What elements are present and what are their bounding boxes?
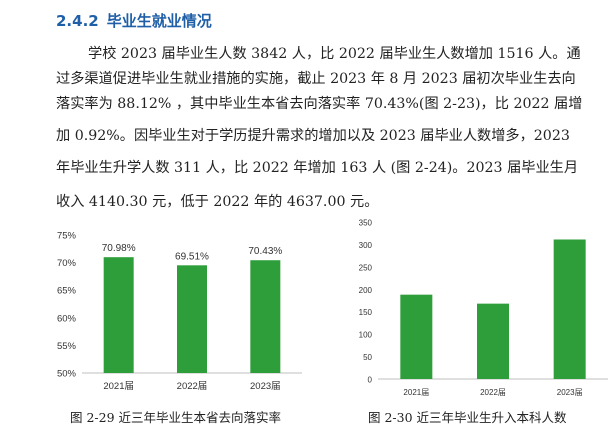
paragraph-line: 年毕业生升学人数 311 人，比 2022 年增加 163 人 (图 2-24)… [56,160,579,176]
y-tick-label: 100 [359,331,373,340]
x-tick-label: 2022届 [480,388,506,397]
y-tick-label: 50 [363,353,372,362]
y-tick-label: 200 [359,286,373,295]
figure-caption-2-30: 图 2-30 近三年毕业生升入本科人数 [368,410,567,425]
data-label: 70.98% [102,243,136,254]
paragraph-line: 加 0.92%。因毕业生对于学历提升需求的增加以及 2023 届毕业人数增多，2… [56,128,570,144]
y-tick-label: 150 [359,308,373,317]
y-tick-label: 65% [57,286,77,297]
x-tick-label: 2021届 [103,381,134,392]
figure-caption-2-29: 图 2-29 近三年毕业生本省去向落实率 [70,410,282,425]
paragraph-line: 收入 4140.30 元，低于 2022 年的 4637.00 元。 [56,194,379,210]
bar [400,294,433,379]
bar [477,303,509,379]
x-tick-label: 2023届 [557,388,583,397]
bar-chart-svg: 50% 55% 60% 65% 70% 75% 2021届 70.98% 2022届 69.51%… [57,231,302,392]
x-tick-label: 2022届 [177,381,208,392]
data-label: 70.43% [248,246,282,257]
bar [553,239,586,379]
y-tick-label: 75% [57,231,77,242]
bar [177,265,207,373]
section-title: 毕业生就业情况 [106,12,212,30]
x-tick-label: 2023届 [250,381,281,392]
paragraph-line: 落实率为 88.12% ，其中毕业生本省去向落实率 70.43%(图 2-23)… [56,96,583,112]
y-tick-label: 50% [57,369,77,380]
chart-upgrade-count: 0 50 100 150 200 250 300 350 2021届 2022届 2023届 [340,215,608,399]
y-tick-label: 0 [368,376,373,385]
bar-chart-svg: 0 50 100 150 200 250 300 350 2021届 2022届 2023届 [359,219,608,397]
paragraph-line: 过多渠道促进毕业生就业措施的实施，截止 2023 年 8 月 2023 届初次毕… [56,71,576,87]
bar [103,257,134,373]
y-tick-label: 70% [57,258,77,269]
chart-employment-rate: 50% 55% 60% 65% 70% 75% 2021届 70.98% 2022届 69.51%… [40,225,310,397]
y-tick-label: 250 [359,263,373,272]
y-tick-label: 55% [57,341,77,352]
y-tick-label: 350 [359,219,373,228]
x-tick-label: 2021届 [403,388,429,397]
section-number: 2.4.2 [56,12,99,30]
y-tick-label: 60% [57,313,77,324]
y-tick-label: 300 [359,241,373,250]
section-heading: 2.4.2 毕业生就业情况 [56,10,212,31]
data-label: 69.51% [175,251,209,262]
bar [250,260,281,373]
paragraph-line: 学校 2023 届毕业生人数 3842 人，比 2022 届毕业生人数增加 15… [88,46,581,62]
